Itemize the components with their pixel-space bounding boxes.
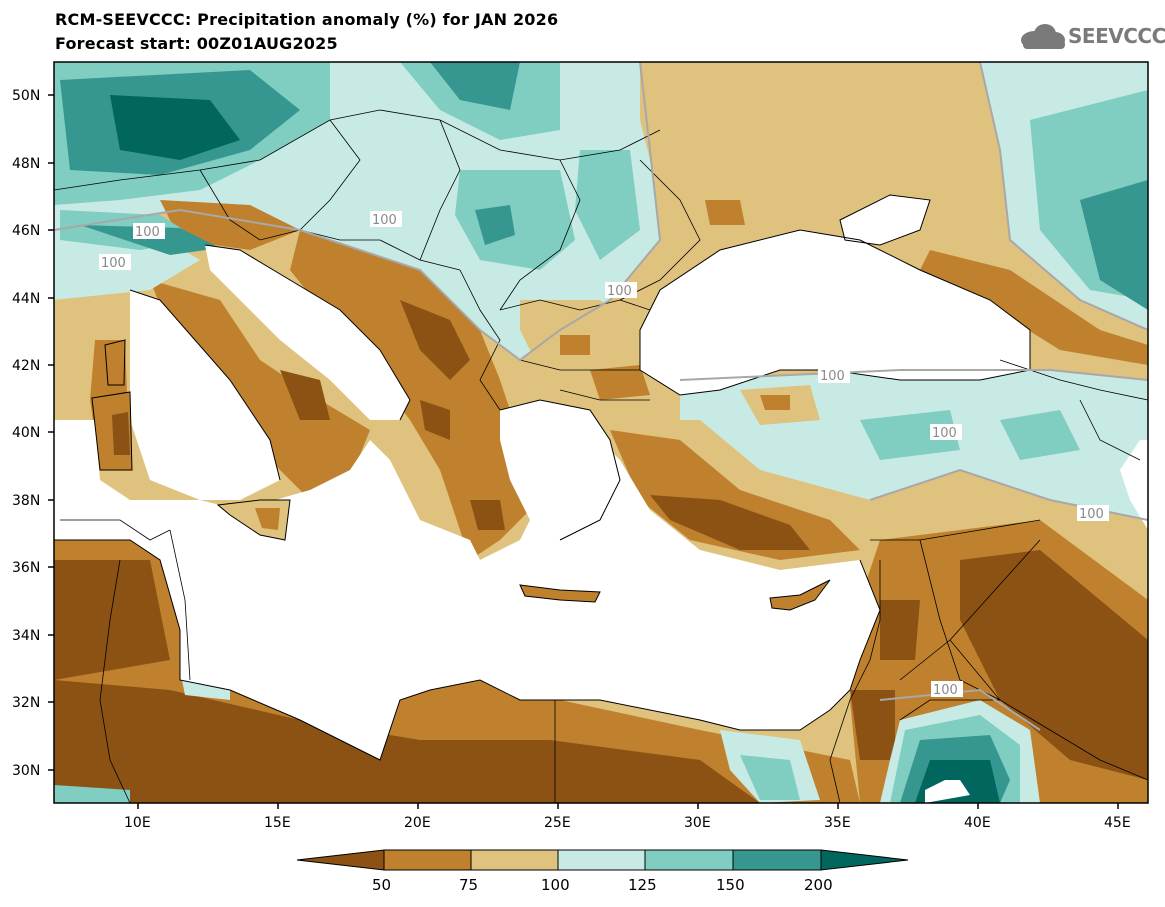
- contour-label: 100: [1079, 507, 1104, 522]
- x-tick-label: 20E: [404, 815, 431, 831]
- seevccc-logo: [1021, 24, 1065, 49]
- contour-100: [54, 62, 1148, 731]
- y-tick-label: 34N: [12, 628, 40, 644]
- crete-island: [520, 585, 600, 602]
- colorbar-label: 150: [716, 876, 745, 894]
- colorbar-segment: [732, 849, 822, 871]
- colorbar-label: 125: [628, 876, 657, 894]
- contour-label: 100: [932, 426, 957, 441]
- colorbar-label: 75: [459, 876, 478, 894]
- y-tick-label: 48N: [12, 156, 40, 172]
- x-axis: 10E 15E 20E 25E 30E 35E 40E 45E: [124, 803, 1131, 831]
- forecast-start-label: Forecast start: 00Z01AUG2025: [55, 34, 338, 53]
- corsica-island: [105, 340, 125, 385]
- contour-label: 100: [101, 256, 126, 271]
- x-tick-label: 30E: [684, 815, 711, 831]
- tyrrhenian-sea: [130, 290, 280, 500]
- colorbar-label: 200: [804, 876, 833, 894]
- colorbar-label: 50: [372, 876, 391, 894]
- colorbar-segment: [644, 849, 734, 871]
- contour-label: 100: [372, 213, 397, 228]
- colorbar-segment: [820, 849, 909, 871]
- logo-text: SEEVCCC: [1068, 24, 1165, 48]
- x-tick-label: 40E: [964, 815, 991, 831]
- y-tick-label: 46N: [12, 223, 40, 239]
- aegean-sea: [500, 400, 620, 540]
- page-title: RCM-SEEVCCC: Precipitation anomaly (%) f…: [55, 10, 559, 29]
- sea-of-azov: [840, 195, 930, 245]
- y-tick-label: 30N: [12, 763, 40, 779]
- y-tick-label: 38N: [12, 493, 40, 509]
- y-tick-label: 44N: [12, 291, 40, 307]
- y-tick-label: 36N: [12, 560, 40, 576]
- colorbar-segment: [296, 849, 385, 871]
- y-tick-label: 42N: [12, 358, 40, 374]
- colorbar-segment: [557, 849, 646, 871]
- coastlines: [54, 194, 1031, 761]
- anomaly-field: [54, 62, 1148, 803]
- contour-label: 100: [135, 225, 160, 240]
- contour-label: 100: [820, 369, 845, 384]
- colorbar-label: 100: [541, 876, 570, 894]
- colorbar: [296, 849, 909, 871]
- contour-labels: 100 100 100 100 100 100 100 100: [99, 211, 1109, 698]
- x-tick-label: 35E: [824, 815, 851, 831]
- cloud-logo-icon: [1021, 24, 1065, 49]
- adriatic-sea: [205, 245, 410, 420]
- contour-label: 100: [607, 284, 632, 299]
- colorbar-segment: [383, 849, 472, 871]
- y-tick-label: 32N: [12, 695, 40, 711]
- x-tick-label: 15E: [264, 815, 291, 831]
- x-tick-label: 10E: [124, 815, 151, 831]
- x-tick-label: 25E: [544, 815, 571, 831]
- colorbar-segment: [470, 849, 559, 871]
- y-axis: 50N 48N 46N 44N 42N 40N 38N 36N 34N 32N …: [12, 88, 54, 779]
- y-tick-label: 40N: [12, 425, 40, 441]
- black-sea: [640, 230, 1030, 395]
- y-tick-label: 50N: [12, 88, 40, 104]
- contour-label: 100: [933, 683, 958, 698]
- x-tick-label: 45E: [1104, 815, 1131, 831]
- caspian-sea: [1120, 440, 1148, 530]
